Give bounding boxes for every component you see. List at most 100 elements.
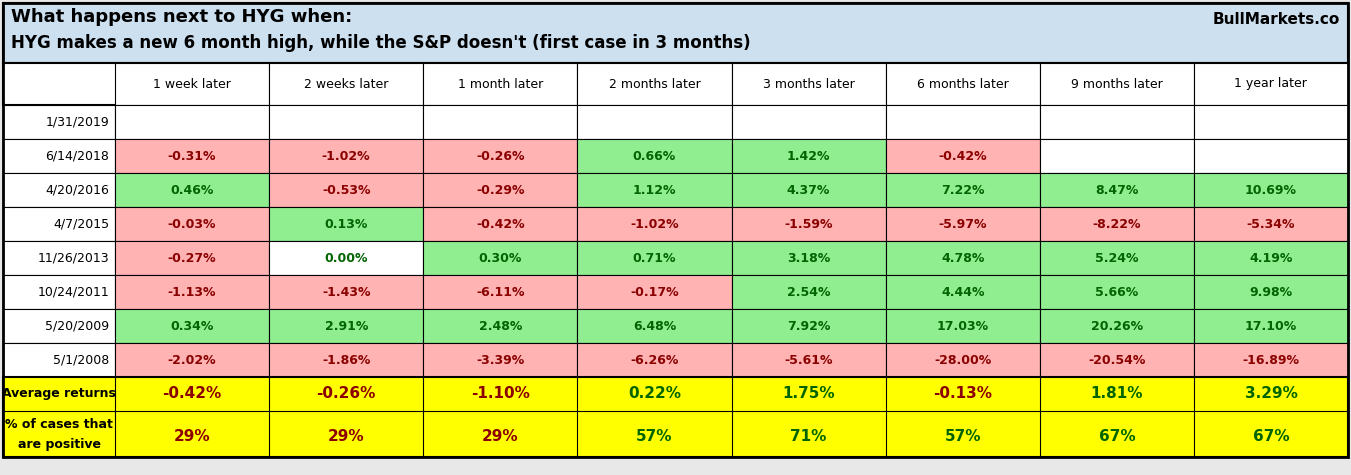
- Bar: [3, 105, 115, 139]
- Text: 29%: 29%: [328, 428, 365, 444]
- Text: 3.29%: 3.29%: [1244, 386, 1297, 401]
- Text: are positive: are positive: [18, 437, 100, 450]
- Text: 2 weeks later: 2 weeks later: [304, 77, 388, 91]
- Text: 9 months later: 9 months later: [1071, 77, 1163, 91]
- Bar: [3, 309, 115, 343]
- Text: 11/26/2013: 11/26/2013: [38, 251, 109, 265]
- Bar: [577, 63, 731, 105]
- Text: 71%: 71%: [790, 428, 827, 444]
- Text: 0.66%: 0.66%: [632, 150, 676, 162]
- Text: 4.78%: 4.78%: [942, 251, 985, 265]
- Text: 1 month later: 1 month later: [458, 77, 543, 91]
- Bar: [886, 207, 1040, 241]
- Bar: [577, 105, 731, 139]
- Bar: [1040, 105, 1194, 139]
- Text: 2.48%: 2.48%: [478, 320, 521, 332]
- Bar: [731, 63, 886, 105]
- Text: 1 year later: 1 year later: [1235, 77, 1308, 91]
- Text: -1.43%: -1.43%: [322, 285, 370, 298]
- Text: 4.44%: 4.44%: [940, 285, 985, 298]
- Bar: [577, 309, 731, 343]
- Text: 5/1/2008: 5/1/2008: [53, 353, 109, 367]
- Bar: [115, 309, 269, 343]
- Text: HYG makes a new 6 month high, while the S&P doesn't (first case in 3 months): HYG makes a new 6 month high, while the …: [11, 34, 751, 52]
- Bar: [886, 63, 1040, 105]
- Bar: [423, 207, 577, 241]
- Bar: [423, 241, 577, 275]
- Bar: [1194, 343, 1348, 377]
- Text: 29%: 29%: [174, 428, 211, 444]
- Bar: [886, 139, 1040, 173]
- Bar: [1040, 173, 1194, 207]
- Text: -5.97%: -5.97%: [939, 218, 988, 230]
- Bar: [886, 173, 1040, 207]
- Text: -2.02%: -2.02%: [168, 353, 216, 367]
- Text: 0.13%: 0.13%: [324, 218, 367, 230]
- Text: 2.54%: 2.54%: [786, 285, 831, 298]
- Bar: [423, 63, 577, 105]
- Bar: [577, 139, 731, 173]
- Bar: [269, 241, 423, 275]
- Bar: [731, 139, 886, 173]
- Text: -28.00%: -28.00%: [934, 353, 992, 367]
- Bar: [423, 173, 577, 207]
- Text: 4/7/2015: 4/7/2015: [53, 218, 109, 230]
- Text: 7.92%: 7.92%: [786, 320, 831, 332]
- Bar: [577, 343, 731, 377]
- Bar: [115, 105, 269, 139]
- Bar: [886, 275, 1040, 309]
- Bar: [731, 173, 886, 207]
- Text: 4/20/2016: 4/20/2016: [45, 183, 109, 197]
- Bar: [115, 343, 269, 377]
- Bar: [731, 309, 886, 343]
- Text: -3.39%: -3.39%: [476, 353, 524, 367]
- Bar: [1040, 207, 1194, 241]
- Bar: [886, 343, 1040, 377]
- Text: 1/31/2019: 1/31/2019: [45, 115, 109, 129]
- Bar: [269, 139, 423, 173]
- Text: -0.26%: -0.26%: [316, 386, 376, 401]
- Bar: [1040, 241, 1194, 275]
- Text: 67%: 67%: [1252, 428, 1289, 444]
- Text: 6 months later: 6 months later: [917, 77, 1009, 91]
- Text: -0.42%: -0.42%: [939, 150, 988, 162]
- Text: -6.26%: -6.26%: [631, 353, 678, 367]
- Text: -0.42%: -0.42%: [162, 386, 222, 401]
- Text: 20.26%: 20.26%: [1090, 320, 1143, 332]
- Text: 6/14/2018: 6/14/2018: [45, 150, 109, 162]
- Bar: [269, 63, 423, 105]
- Text: 5/20/2009: 5/20/2009: [45, 320, 109, 332]
- Bar: [577, 173, 731, 207]
- Bar: [886, 309, 1040, 343]
- Bar: [269, 275, 423, 309]
- Text: 5.24%: 5.24%: [1096, 251, 1139, 265]
- Text: -0.53%: -0.53%: [322, 183, 370, 197]
- Bar: [3, 207, 115, 241]
- Bar: [1040, 63, 1194, 105]
- Bar: [731, 275, 886, 309]
- Bar: [3, 275, 115, 309]
- Bar: [3, 63, 1348, 105]
- Text: Average returns: Average returns: [3, 387, 116, 400]
- Bar: [577, 207, 731, 241]
- Text: 17.10%: 17.10%: [1244, 320, 1297, 332]
- Text: 29%: 29%: [482, 428, 519, 444]
- Bar: [577, 241, 731, 275]
- Text: 57%: 57%: [944, 428, 981, 444]
- Text: 2.91%: 2.91%: [324, 320, 367, 332]
- Text: -20.54%: -20.54%: [1088, 353, 1146, 367]
- Bar: [269, 207, 423, 241]
- Bar: [423, 309, 577, 343]
- Bar: [269, 173, 423, 207]
- Text: -1.13%: -1.13%: [168, 285, 216, 298]
- Bar: [1194, 63, 1348, 105]
- Text: 4.37%: 4.37%: [786, 183, 831, 197]
- Text: 0.34%: 0.34%: [170, 320, 213, 332]
- Bar: [3, 173, 115, 207]
- Text: 4.19%: 4.19%: [1250, 251, 1293, 265]
- Text: 3 months later: 3 months later: [763, 77, 854, 91]
- Text: -1.02%: -1.02%: [630, 218, 678, 230]
- Text: 1 week later: 1 week later: [153, 77, 231, 91]
- Bar: [1194, 275, 1348, 309]
- Text: -8.22%: -8.22%: [1093, 218, 1142, 230]
